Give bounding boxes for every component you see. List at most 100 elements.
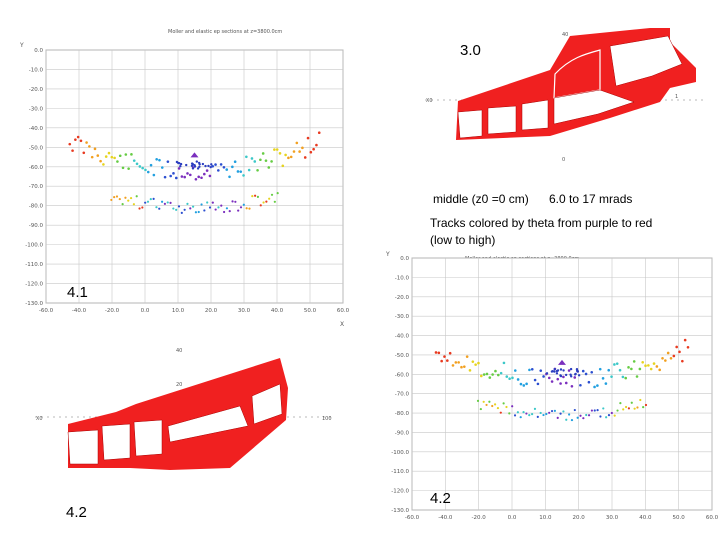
track-point: [180, 175, 184, 178]
x-tick-label: 60.0: [337, 308, 350, 314]
annotation-range: 6.0 to 17 mrads: [549, 192, 633, 206]
track-point: [522, 384, 526, 387]
track-point: [129, 196, 133, 200]
track-point: [135, 162, 139, 166]
annotation-tracks-line2: (low to high): [430, 233, 496, 247]
track-point: [225, 207, 229, 210]
track-point: [639, 398, 642, 402]
track-point: [577, 374, 581, 377]
track-point: [306, 136, 310, 140]
y-tick-label: -40.0: [395, 334, 410, 340]
slide-label-4-1: 4.1: [67, 284, 88, 301]
track-point: [448, 351, 452, 355]
track-point: [567, 369, 571, 372]
track-point: [550, 409, 554, 413]
track-point: [590, 409, 593, 412]
track-point: [605, 416, 608, 419]
track-point: [457, 361, 460, 364]
track-point: [163, 175, 167, 179]
track-point: [655, 365, 659, 368]
track-point: [641, 360, 644, 364]
x-tick-label: 50.0: [673, 515, 686, 521]
x-tick-label: -60.0: [405, 515, 420, 521]
track-point: [186, 202, 189, 205]
track-point: [85, 141, 88, 144]
track-point: [186, 172, 189, 175]
track-point: [185, 163, 188, 167]
track-point: [228, 210, 231, 213]
track-point: [172, 207, 175, 210]
track-point: [681, 359, 684, 363]
track-point: [276, 192, 279, 195]
plot-frame: [45, 49, 344, 304]
track-point: [124, 153, 128, 156]
x-tick-label: 0.0: [508, 515, 517, 521]
track-point: [531, 413, 534, 416]
y-tick-label: -120.0: [391, 489, 409, 495]
track-point: [607, 368, 611, 372]
track-point: [121, 166, 125, 170]
track-point: [242, 174, 245, 177]
track-point: [569, 367, 573, 371]
track-point: [443, 355, 446, 358]
track-point: [113, 196, 116, 199]
track-point: [593, 409, 596, 412]
track-point: [172, 172, 175, 175]
track-point: [312, 147, 315, 151]
x-tick-label: -60.0: [39, 308, 54, 314]
track-point: [468, 369, 472, 372]
track-point: [505, 375, 509, 378]
track-point: [132, 159, 136, 162]
track-point: [228, 175, 231, 179]
track-point: [480, 374, 483, 378]
track-point: [177, 205, 181, 208]
track-point: [245, 207, 248, 210]
track-point: [71, 149, 74, 152]
axis-tick-label: 0: [562, 157, 565, 163]
track-point: [624, 405, 628, 409]
track-point: [245, 155, 248, 159]
track-point: [542, 375, 545, 378]
track-point: [239, 170, 243, 173]
track-point: [644, 403, 648, 407]
track-point: [138, 207, 141, 210]
track-point: [275, 148, 279, 151]
track-point: [516, 378, 520, 381]
track-point: [499, 411, 502, 414]
track-point: [239, 206, 243, 209]
collimator-white-block: [133, 419, 163, 457]
track-point: [166, 160, 170, 163]
track-point: [607, 414, 611, 417]
y-tick-label: -50.0: [29, 145, 44, 151]
track-point: [188, 173, 192, 177]
collimator-white-block: [67, 429, 99, 465]
track-point: [599, 415, 602, 418]
track-point: [298, 150, 301, 153]
track-point: [231, 165, 234, 169]
track-point: [149, 198, 152, 201]
track-point: [542, 413, 545, 417]
track-point: [237, 209, 240, 212]
track-point: [562, 375, 565, 379]
track-point: [491, 373, 494, 376]
track-point: [214, 163, 217, 166]
track-point: [242, 203, 245, 206]
track-point: [624, 376, 628, 380]
track-point: [508, 377, 511, 381]
track-point: [110, 198, 113, 202]
track-point: [582, 417, 585, 420]
track-point: [209, 165, 212, 169]
track-point: [289, 155, 293, 159]
track-point: [675, 345, 678, 349]
track-point: [127, 167, 130, 170]
track-point: [562, 369, 565, 372]
track-point: [545, 412, 548, 416]
track-point: [638, 367, 642, 371]
track-point: [158, 158, 161, 162]
track-point: [127, 199, 130, 202]
track-point: [568, 413, 571, 416]
collimator-white-block: [521, 99, 549, 131]
track-point: [471, 360, 475, 363]
collimator-white-block: [487, 105, 517, 135]
track-point: [555, 369, 559, 373]
